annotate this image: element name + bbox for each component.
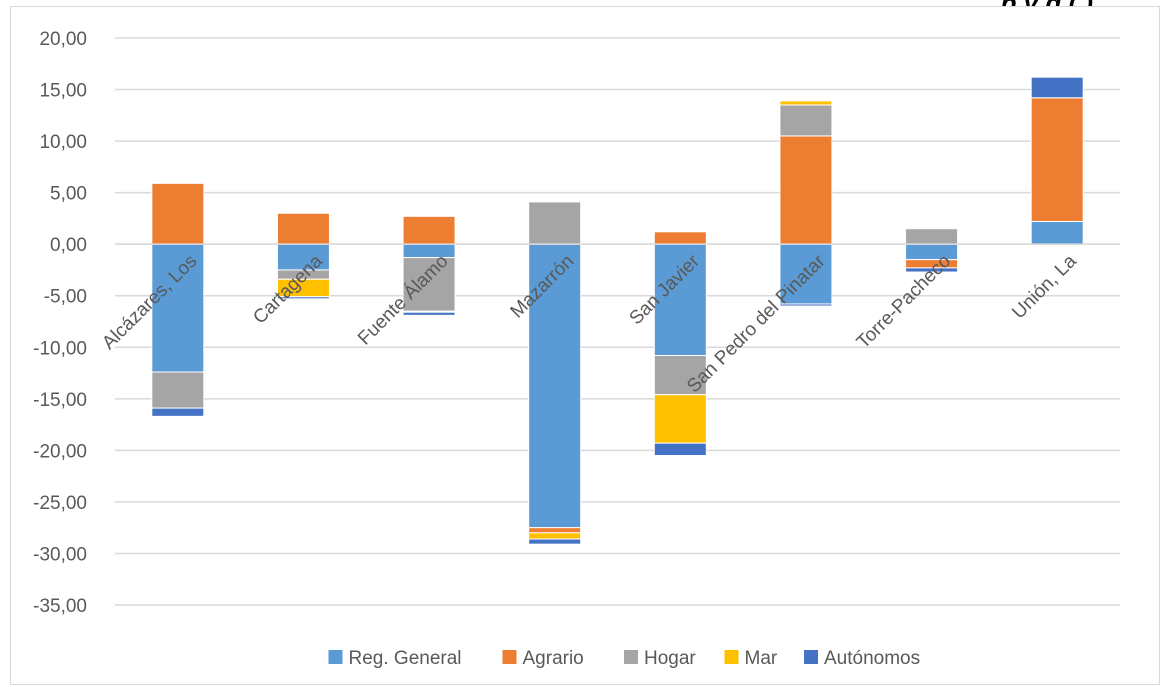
bar-segment-reg-general xyxy=(151,243,205,373)
bar-segment-reg-general xyxy=(1030,221,1084,245)
category-label: Unión, La xyxy=(1008,251,1081,324)
bar-segment-agrario xyxy=(276,212,330,245)
y-tick-label: -20,00 xyxy=(33,441,87,462)
bar-segment-reg-general xyxy=(905,243,959,261)
category-labels: Alcázares, Los Cartagena Fuente Álamo Mazar… xyxy=(98,250,1081,397)
legend-label: Autónomos xyxy=(824,648,920,669)
bar-segment-autonomos xyxy=(1030,76,1084,99)
y-tick-label: -5,00 xyxy=(44,287,87,308)
y-tick-label: 20,00 xyxy=(39,29,87,50)
legend-swatch-autonomos xyxy=(804,650,818,664)
legend-swatch-hogar xyxy=(624,650,638,664)
bar-segment-mar xyxy=(653,394,707,444)
legend-label: Reg. General xyxy=(349,648,462,669)
y-tick-label: 5,00 xyxy=(50,184,87,205)
bar-segment-reg-general xyxy=(402,243,456,259)
y-tick-label: -15,00 xyxy=(33,390,87,411)
bar-segment-hogar xyxy=(151,371,205,409)
legend-swatch-reg-general xyxy=(328,650,343,664)
bar-segment-hogar xyxy=(402,257,456,312)
bar-segment-mar xyxy=(528,532,582,540)
category-label: Torre-Pacheco xyxy=(853,251,955,353)
bar-segment-autonomos xyxy=(528,538,582,545)
bar-segment-hogar xyxy=(653,355,707,396)
y-tick-label: 0,00 xyxy=(50,235,87,256)
bar-segment-autonomos xyxy=(779,303,833,307)
bar-segment-mar xyxy=(779,100,833,106)
bar-segment-reg-general xyxy=(276,243,330,271)
y-tick-label: -25,00 xyxy=(33,493,87,514)
bar-segment-reg-general xyxy=(653,243,707,357)
bar-segment-agrario xyxy=(653,231,707,245)
bar-segment-autonomos xyxy=(151,407,205,417)
bar-segment-agrario xyxy=(528,527,582,534)
bars xyxy=(115,76,1120,545)
bar-segment-autonomos xyxy=(276,296,330,300)
bar-segment-autonomos xyxy=(402,311,456,316)
legend-label: Mar xyxy=(745,648,778,669)
y-tick-label: 15,00 xyxy=(39,81,87,102)
legend-swatch-mar xyxy=(724,650,739,664)
bar-segment-agrario xyxy=(151,182,205,245)
bar-segment-hogar xyxy=(905,228,959,245)
bar-segment-hogar xyxy=(528,201,582,245)
bar-segment-hogar xyxy=(779,104,833,137)
legend-label: Hogar xyxy=(644,648,696,669)
bar-segment-reg-general xyxy=(779,243,833,305)
bar-segment-agrario xyxy=(1030,97,1084,223)
bar-segment-autonomos xyxy=(653,442,707,457)
y-tick-label: -30,00 xyxy=(33,544,87,565)
y-axis-tick-labels: 20,00 15,00 10,00 5,00 0,00 -5,00 -10,00 -15,00… xyxy=(33,29,87,617)
legend-swatch-agrario xyxy=(502,650,517,664)
legend: Reg. General Agrario Hogar Mar Autónomos xyxy=(328,648,920,669)
legend-label: Agrario xyxy=(523,648,584,669)
y-tick-label: -10,00 xyxy=(33,338,87,359)
bar-segment-agrario xyxy=(402,215,456,245)
bar-segment-autonomos xyxy=(905,267,959,273)
bar-segment-agrario xyxy=(779,135,833,245)
y-tick-label: -35,00 xyxy=(33,596,87,617)
y-tick-label: 10,00 xyxy=(39,132,87,153)
